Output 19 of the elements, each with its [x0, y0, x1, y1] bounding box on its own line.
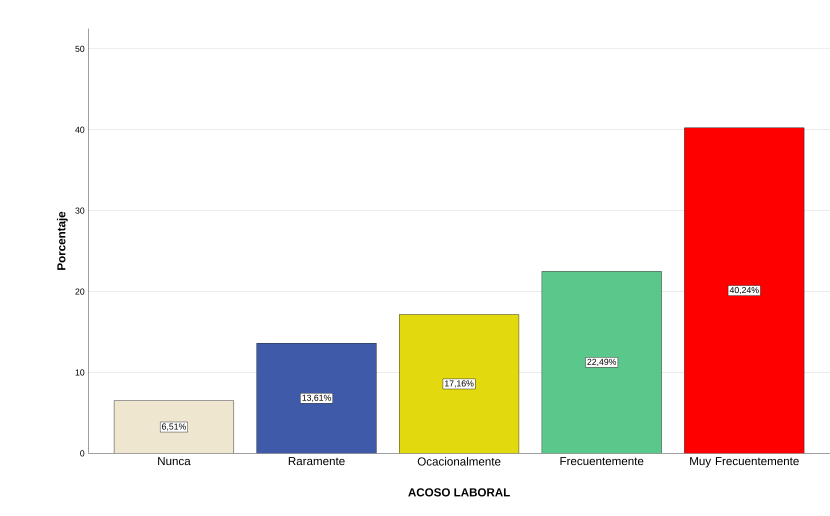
y-tick-label: 30	[75, 207, 84, 214]
y-tick-label: 0	[80, 450, 84, 456]
data-label: 40,24%	[730, 286, 759, 294]
data-label: 13,61%	[302, 394, 331, 402]
bar	[399, 314, 520, 454]
data-label: 22,49%	[587, 358, 616, 366]
data-label: 17,16%	[445, 380, 474, 388]
y-tick-label: 50	[75, 46, 84, 52]
x-tick-label: Nunca	[158, 456, 191, 465]
x-axis-title: ACOSO LABORAL	[408, 488, 510, 496]
data-label: 6,51%	[162, 423, 186, 430]
y-axis-title: Porcentaje	[56, 212, 68, 270]
y-tick-label: 20	[75, 288, 84, 294]
x-tick-label: Ocacionalmente	[418, 456, 500, 466]
x-tick-label: Muy Frecuentemente	[690, 456, 799, 468]
x-tick-label: Frecuentemente	[560, 456, 644, 465]
y-tick-label: 10	[76, 369, 84, 376]
x-tick-label: Raramente	[288, 456, 345, 465]
y-tick-label: 40	[75, 126, 84, 133]
